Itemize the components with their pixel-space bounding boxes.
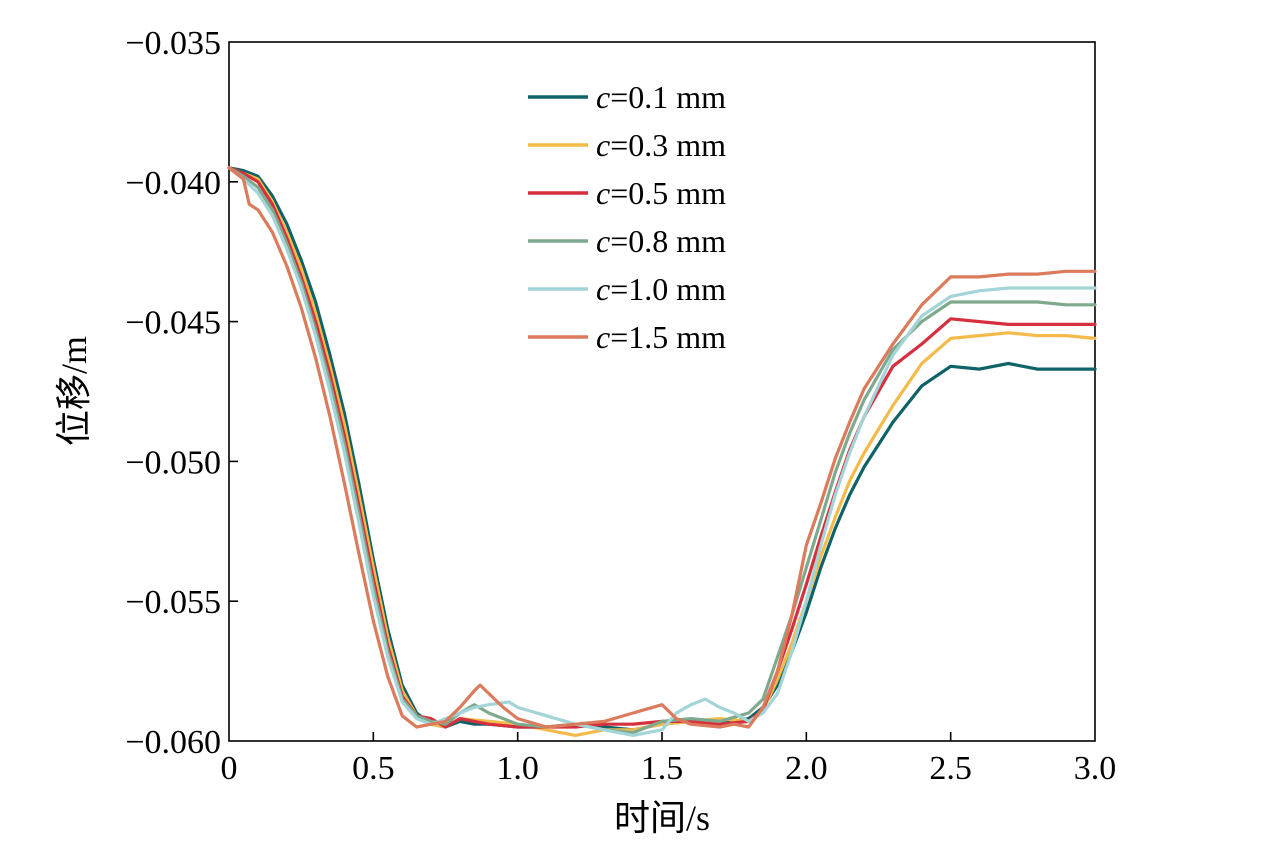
legend-value: =0.1 mm — [610, 79, 726, 115]
y-tick-label: −0.050 — [125, 444, 221, 481]
legend-variable: c — [596, 319, 610, 355]
legend-variable: c — [596, 79, 610, 115]
x-tick-label: 1.5 — [641, 750, 684, 787]
legend-value: =0.8 mm — [610, 223, 726, 259]
legend-variable: c — [596, 127, 610, 163]
legend-value: =1.5 mm — [610, 319, 726, 355]
legend-label-5: c=1.0 mm — [596, 271, 726, 307]
y-axis-label: 位移/m — [54, 336, 94, 446]
legend-variable: c — [596, 271, 610, 307]
legend-label-1: c=0.1 mm — [596, 79, 726, 115]
legend-label-6: c=1.5 mm — [596, 319, 726, 355]
x-tick-label: 2.0 — [785, 750, 828, 787]
x-tick-label: 0 — [221, 750, 238, 787]
y-tick-label: −0.040 — [125, 165, 221, 202]
x-axis-label: 时间/s — [614, 798, 710, 838]
y-tick-label: −0.045 — [125, 305, 221, 342]
x-tick-label: 2.5 — [929, 750, 972, 787]
legend-value: =0.3 mm — [610, 127, 726, 163]
legend-label-4: c=0.8 mm — [596, 223, 726, 259]
series-line-3 — [227, 166, 1097, 729]
x-tick-label: 0.5 — [352, 750, 395, 787]
legend: c=0.1 mmc=0.3 mmc=0.5 mmc=0.8 mmc=1.0 mm… — [528, 79, 726, 355]
legend-value: =1.0 mm — [610, 271, 726, 307]
axis-tick-labels: 0 0.5 1.0 1.5 2.0 2.5 3.0 −0.035 −0.040 −0.045 −0.… — [125, 25, 1116, 787]
legend-label-2: c=0.3 mm — [596, 127, 726, 163]
y-tick-label: −0.035 — [125, 25, 221, 62]
axis-ticks — [229, 181, 952, 741]
series-line-5 — [227, 166, 1097, 738]
legend-variable: c — [596, 223, 610, 259]
y-tick-label: −0.055 — [125, 584, 221, 621]
y-tick-label: −0.060 — [125, 724, 221, 761]
series-line-6 — [227, 166, 1097, 729]
legend-variable: c — [596, 175, 610, 211]
x-tick-label: 3.0 — [1074, 750, 1117, 787]
x-tick-label: 1.0 — [496, 750, 539, 787]
legend-value: =0.5 mm — [610, 175, 726, 211]
legend-label-3: c=0.5 mm — [596, 175, 726, 211]
series-lines — [227, 166, 1097, 738]
